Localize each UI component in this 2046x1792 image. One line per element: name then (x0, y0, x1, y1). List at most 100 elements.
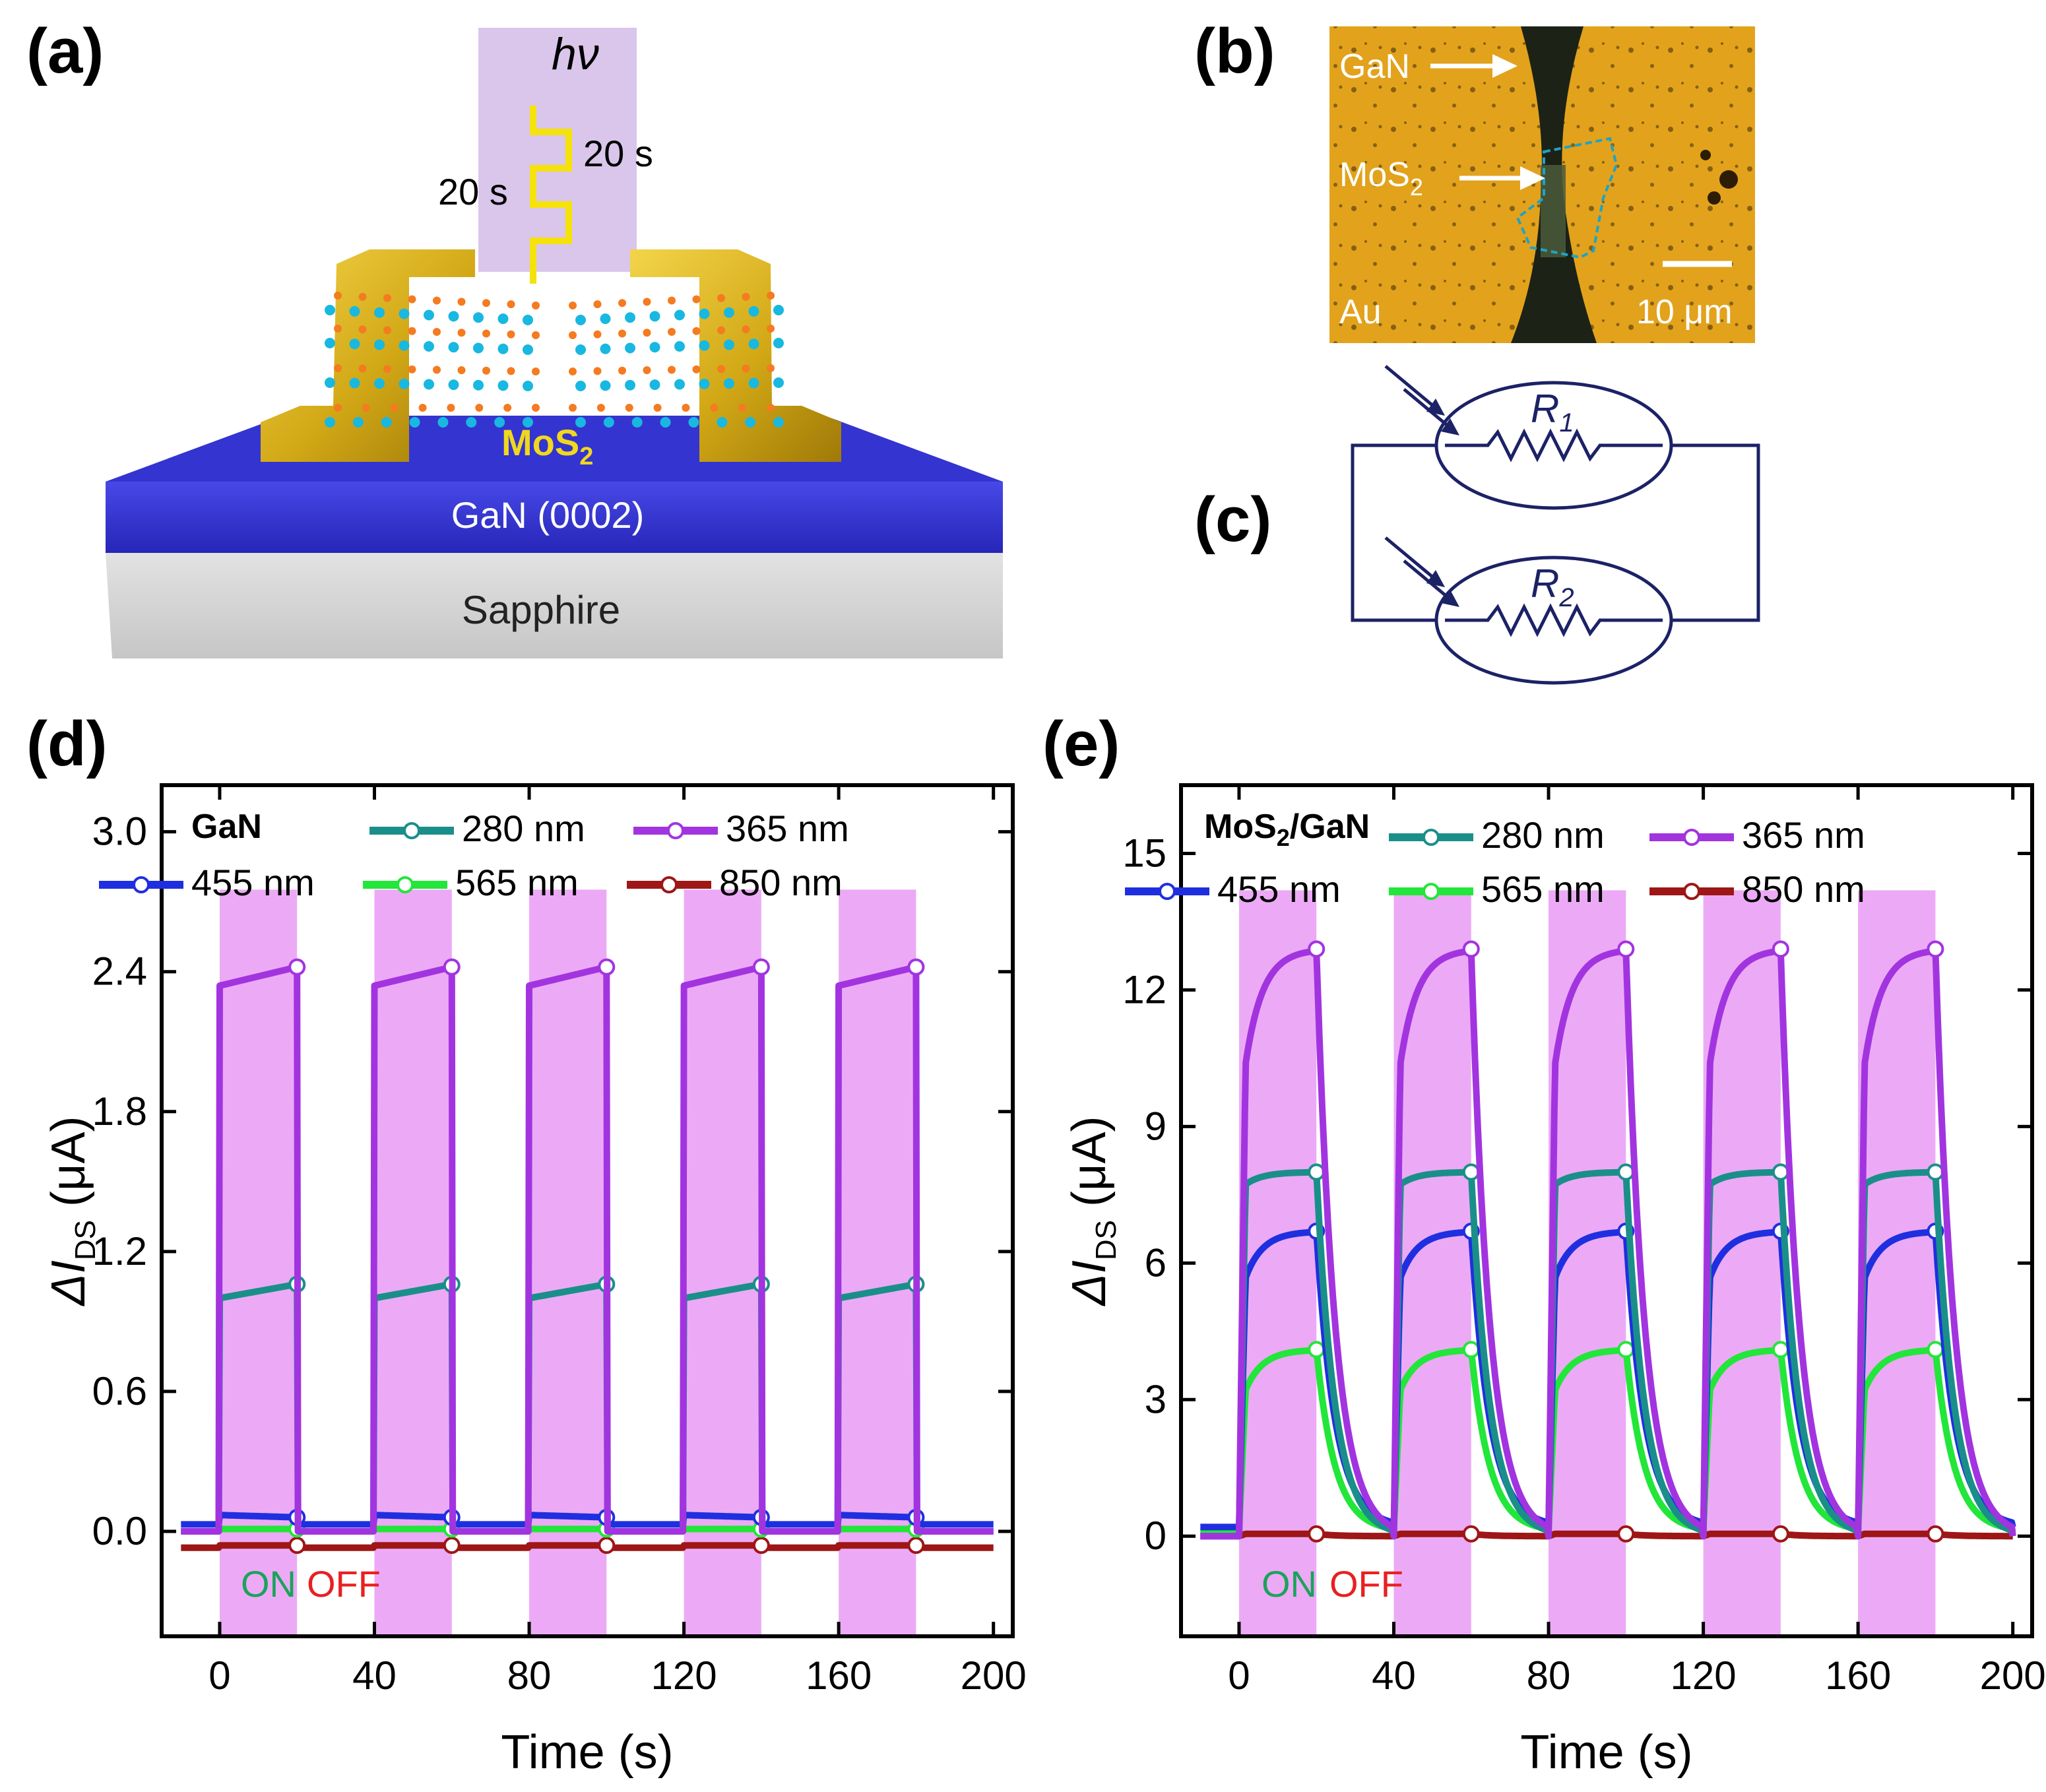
e-xtick-label: 160 (1825, 1653, 1891, 1698)
mos2-atom-mo (325, 338, 335, 348)
d-series-marker (443, 958, 461, 976)
mos2-atom-mo (448, 379, 459, 391)
mos2-atom-mo (575, 315, 586, 325)
d-ytick-label: 3.0 (92, 810, 147, 854)
e-series-marker (1308, 1163, 1326, 1181)
mos2-atom-mo (437, 417, 449, 428)
e-legend-marker (1423, 829, 1440, 846)
gan-layer (106, 482, 1003, 553)
mos2-atom-s (383, 326, 391, 335)
mos2-atom-mo (674, 309, 685, 321)
e-series-marker (1462, 940, 1480, 958)
d-xlabel: Time (s) (501, 1726, 673, 1779)
r1-light-arrow-2 (1403, 388, 1453, 430)
mos2-atom-mo (717, 417, 728, 428)
mos2-atom-mo (399, 378, 410, 389)
e-series-marker (1927, 1341, 1944, 1359)
mos2-atom-s (383, 365, 391, 373)
d-plot-frame (160, 783, 1015, 1638)
mos2-atom-s (408, 365, 416, 373)
r2-ellipse (1434, 556, 1673, 685)
mos2-atom-s (618, 329, 626, 338)
mos2-atom-mo (674, 341, 685, 352)
e-xtick-label: 80 (1527, 1653, 1571, 1698)
mos2-atom-s (334, 364, 342, 372)
mos2-atom-mo (466, 417, 477, 428)
d-series-marker (598, 1537, 616, 1554)
mos2-atom-s (618, 366, 626, 375)
d-ylabel: ΔIDS (μA) (42, 1116, 102, 1307)
mos2-atom-s (692, 295, 701, 304)
e-legend-marker (1683, 883, 1700, 900)
e-legend-label: 850 nm (1742, 868, 1865, 910)
mos2-atom-s (482, 299, 490, 307)
mos2-atom-s (692, 327, 701, 335)
e-ytick-label: 15 (1122, 831, 1167, 875)
sapphire-substrate (106, 553, 1003, 658)
d-series-marker (907, 1537, 925, 1554)
e-off-label: OFF (1329, 1563, 1403, 1605)
mos2-atom-mo (523, 315, 533, 325)
d-series-marker (443, 1537, 461, 1554)
mos2-atom-mo (660, 417, 671, 428)
d-ytick-label: 0.6 (92, 1369, 147, 1413)
d-series-marker (752, 1537, 770, 1554)
mos2-atom-mo (575, 344, 586, 355)
e-series-marker (1617, 940, 1635, 958)
mos2-atom-s (334, 325, 342, 333)
e-series-marker (1772, 1163, 1789, 1181)
e-series-marker (1617, 1525, 1635, 1543)
e-series-marker (1308, 1341, 1326, 1359)
d-xtick-label: 200 (961, 1653, 1027, 1698)
mos2-atom-s (767, 364, 775, 372)
d-on-band (374, 889, 452, 1636)
mos2-atom-s (447, 404, 455, 412)
optical-gan-label: GaN (1339, 48, 1410, 86)
e-series (1198, 940, 2016, 1543)
e-series-marker (1772, 940, 1789, 958)
e-legend-label: 455 nm (1217, 868, 1341, 910)
e-legend-label: 280 nm (1481, 814, 1605, 856)
pulse-duration-left: 20 s (438, 171, 508, 212)
mos2-atom-mo (748, 305, 759, 317)
gold-electrode-left (261, 249, 475, 462)
r1-light-arrowhead-2 (1441, 418, 1459, 435)
d-on-band (684, 889, 761, 1636)
panel-b-label: (b) (1194, 16, 1275, 86)
mos2-atom-mo (631, 417, 643, 428)
mos2-atom-mo (745, 417, 756, 428)
d-on-bands (219, 889, 916, 1636)
mos2-atom-mo (399, 340, 410, 351)
mos2-atom-mo (649, 379, 660, 391)
mos2-atom-s (532, 331, 540, 339)
mos2-atom-s (482, 366, 490, 375)
gold-electrode-right (630, 249, 841, 462)
e-xtick-label: 0 (1228, 1653, 1250, 1698)
mos2-flake-outline (1516, 137, 1618, 259)
mos2-atom-mo (600, 343, 611, 354)
mos2-atom-s (738, 404, 747, 412)
d-legend-marker (403, 822, 420, 839)
mos2-atom-mo (724, 307, 734, 318)
d-xtick-label: 40 (352, 1653, 397, 1698)
r2-light-arrowhead-1 (1426, 570, 1445, 587)
mos2-atom-s (390, 404, 399, 412)
e-on-label: ON (1262, 1563, 1317, 1605)
mos2-atom-s (408, 295, 416, 304)
mos2-atom-s (653, 404, 662, 412)
mos2-atom-mo (494, 417, 505, 428)
e-ytick-label: 9 (1145, 1104, 1167, 1148)
mos2-atom-mo (399, 308, 410, 319)
mos2-atom-mo (625, 379, 635, 391)
mos2-atom-s (433, 328, 441, 336)
mos2-atom-mo (724, 339, 734, 350)
d-series-365-nm (178, 963, 996, 1535)
mos2-atom-mo (575, 417, 586, 428)
mos2-atom-s (618, 299, 626, 307)
mos2-atom-mo (575, 381, 586, 391)
mos2-atom-s (358, 325, 367, 334)
e-series-marker (1617, 1341, 1635, 1359)
panel-c-label: (c) (1194, 484, 1271, 555)
panel-b-optical-image: (b) GaN MoS2 Au 10 μm (1194, 16, 1755, 343)
mos2-atom-mo (448, 342, 459, 353)
